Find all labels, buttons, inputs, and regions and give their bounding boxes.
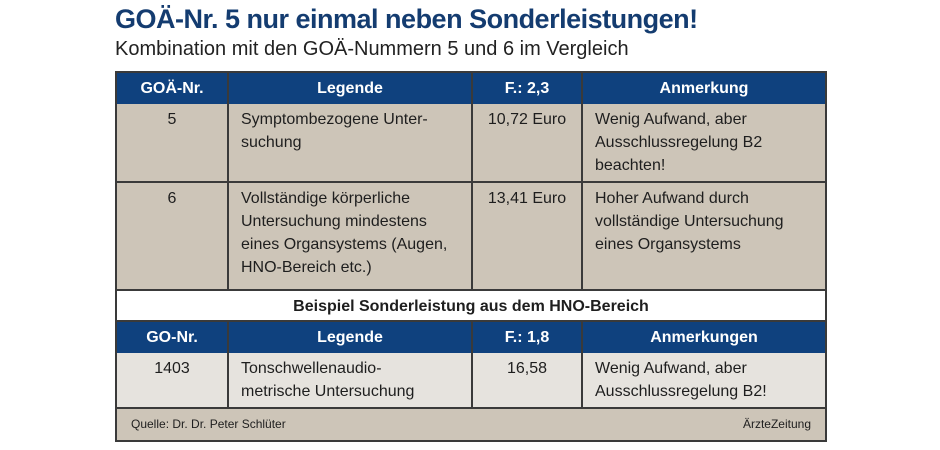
header-nr: GOÄ-Nr. [117,73,229,104]
cell-nr: 6 [117,183,229,291]
cell-fee: 16,58 [473,353,583,409]
header-factor: F.: 2,3 [473,73,583,104]
page-subtitle: Kombination mit den GOÄ-Nummern 5 und 6 … [115,38,629,60]
table1-header-row: GOÄ-Nr. Legende F.: 2,3 Anmerkung [117,73,825,104]
cell-legende: Tonschwellenaudio-metrische Untersuchung [229,353,473,409]
cell-anmerkung: Wenig Aufwand, aber Ausschlussregelung B… [583,104,825,183]
table2-header-row: GO-Nr. Legende F.: 1,8 Anmerkungen [117,322,825,353]
brand-label: ÄrzteZeitung [742,417,811,431]
cell-nr: 5 [117,104,229,183]
footer: Quelle: Dr. Dr. Peter Schlüter ÄrzteZeit… [117,409,825,440]
cell-fee: 13,41 Euro [473,183,583,291]
table-row: 1403 Tonschwellenaudio-metrische Untersu… [117,353,825,409]
cell-legende: Symptombezogene Unter-suchung [229,104,473,183]
cell-legende: Vollständige körperliche Untersuchung mi… [229,183,473,291]
header-legende: Legende [229,73,473,104]
comparison-table: GOÄ-Nr. Legende F.: 2,3 Anmerkung 5 Symp… [115,71,827,442]
page-title: GOÄ-Nr. 5 nur einmal neben Sonderleistun… [115,4,698,34]
section-title: Beispiel Sonderleistung aus dem HNO-Bere… [117,291,825,322]
table-row: 6 Vollständige körperliche Untersuchung … [117,183,825,291]
cell-anmerkung: Hoher Aufwand durch vollständige Untersu… [583,183,825,291]
header-anmerkung: Anmerkung [583,73,825,104]
header-legende: Legende [229,322,473,353]
cell-fee: 10,72 Euro [473,104,583,183]
table-row: 5 Symptombezogene Unter-suchung 10,72 Eu… [117,104,825,183]
header-factor: F.: 1,8 [473,322,583,353]
source-note: Quelle: Dr. Dr. Peter Schlüter [131,417,286,431]
header-anmerkungen: Anmerkungen [583,322,825,353]
cell-anmerkung: Wenig Aufwand, aber Ausschlussregelung B… [583,353,825,409]
header-nr: GO-Nr. [117,322,229,353]
cell-nr: 1403 [117,353,229,409]
